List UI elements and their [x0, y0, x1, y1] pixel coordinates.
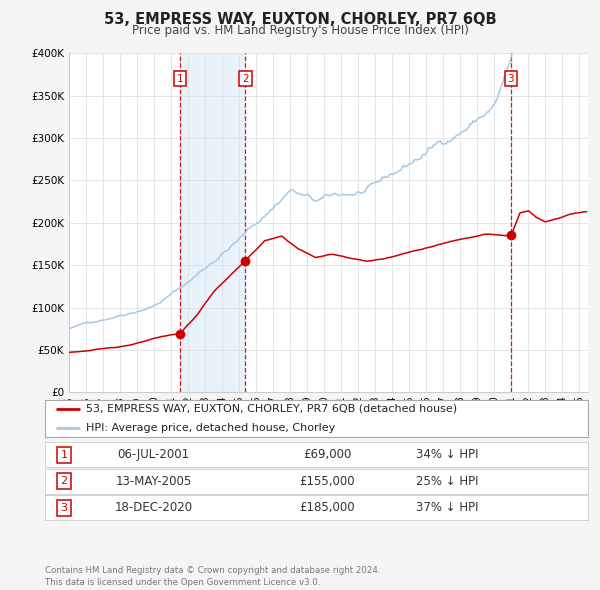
Text: 2: 2 [61, 476, 68, 486]
Text: £155,000: £155,000 [299, 475, 355, 488]
Text: £185,000: £185,000 [299, 502, 355, 514]
Text: 25% ↓ HPI: 25% ↓ HPI [416, 475, 478, 488]
Text: 06-JUL-2001: 06-JUL-2001 [118, 448, 190, 461]
Text: 2: 2 [242, 74, 249, 84]
Text: 34% ↓ HPI: 34% ↓ HPI [416, 448, 478, 461]
Text: Price paid vs. HM Land Registry's House Price Index (HPI): Price paid vs. HM Land Registry's House … [131, 24, 469, 37]
Text: Contains HM Land Registry data © Crown copyright and database right 2024.
This d: Contains HM Land Registry data © Crown c… [45, 566, 380, 587]
Text: 3: 3 [508, 74, 514, 84]
Text: £69,000: £69,000 [303, 448, 352, 461]
Text: 53, EMPRESS WAY, EUXTON, CHORLEY, PR7 6QB (detached house): 53, EMPRESS WAY, EUXTON, CHORLEY, PR7 6Q… [86, 404, 457, 414]
Text: 13-MAY-2005: 13-MAY-2005 [115, 475, 192, 488]
Text: 37% ↓ HPI: 37% ↓ HPI [416, 502, 478, 514]
Text: 18-DEC-2020: 18-DEC-2020 [115, 502, 193, 514]
Text: HPI: Average price, detached house, Chorley: HPI: Average price, detached house, Chor… [86, 423, 335, 433]
Text: 53, EMPRESS WAY, EUXTON, CHORLEY, PR7 6QB: 53, EMPRESS WAY, EUXTON, CHORLEY, PR7 6Q… [104, 12, 496, 27]
Text: 1: 1 [61, 450, 68, 460]
Bar [180, 53, 245, 392]
Text: 3: 3 [61, 503, 68, 513]
Text: 1: 1 [176, 74, 183, 84]
